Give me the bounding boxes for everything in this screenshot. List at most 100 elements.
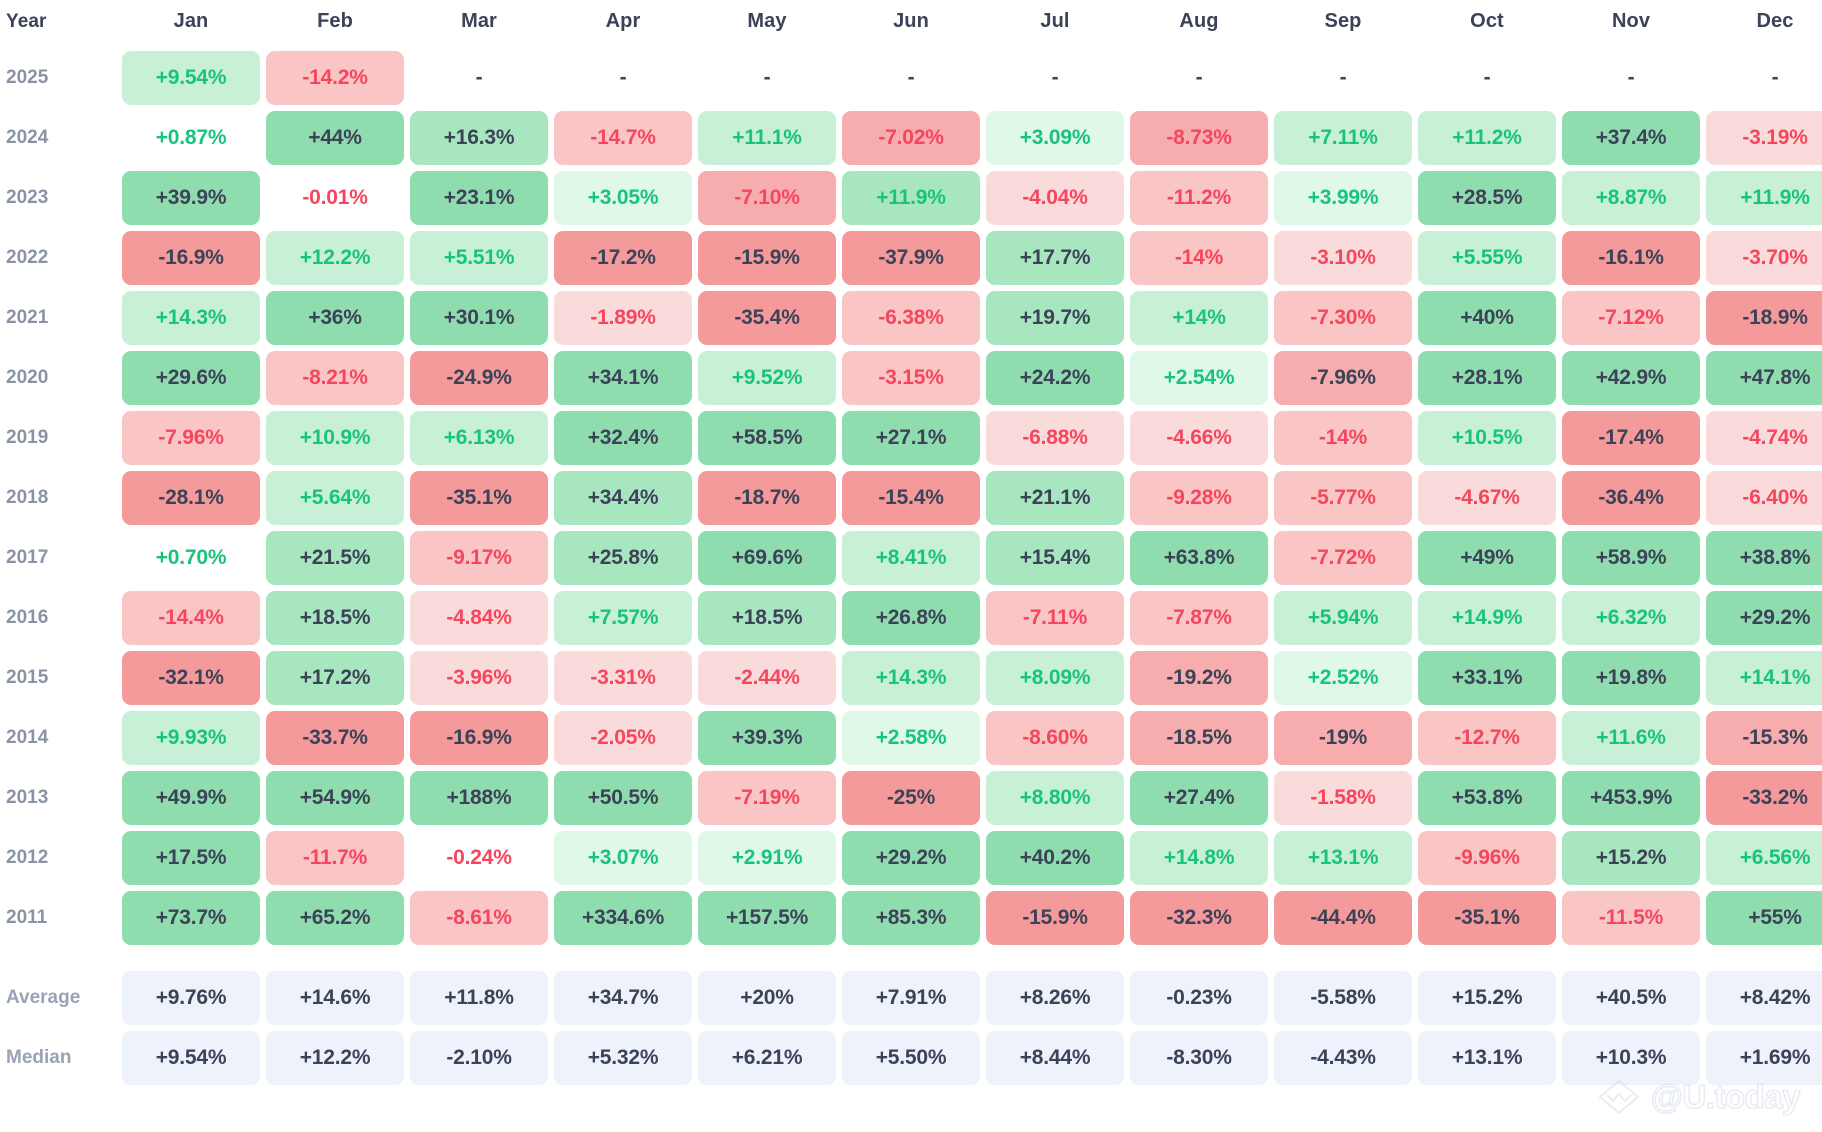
heatmap-cell-may-2011[interactable]: +157.5% [698,891,836,945]
heatmap-cell-sep-2015[interactable]: +2.52% [1274,651,1412,705]
heatmap-cell-mar-2015[interactable]: -3.96% [410,651,548,705]
summary-cell-average-may[interactable]: +20% [698,971,836,1025]
heatmap-cell-may-2015[interactable]: -2.44% [698,651,836,705]
heatmap-cell-apr-2012[interactable]: +3.07% [554,831,692,885]
heatmap-cell-feb-2015[interactable]: +17.2% [266,651,404,705]
heatmap-cell-sep-2011[interactable]: -44.4% [1274,891,1412,945]
heatmap-cell-sep-2014[interactable]: -19% [1274,711,1412,765]
heatmap-cell-oct-2012[interactable]: -9.96% [1418,831,1556,885]
heatmap-cell-sep-2019[interactable]: -14% [1274,411,1412,465]
heatmap-cell-aug-2014[interactable]: -18.5% [1130,711,1268,765]
heatmap-cell-mar-2016[interactable]: -4.84% [410,591,548,645]
heatmap-cell-apr-2014[interactable]: -2.05% [554,711,692,765]
heatmap-cell-jul-2016[interactable]: -7.11% [986,591,1124,645]
heatmap-cell-jul-2019[interactable]: -6.88% [986,411,1124,465]
heatmap-cell-jun-2014[interactable]: +2.58% [842,711,980,765]
heatmap-cell-mar-2022[interactable]: +5.51% [410,231,548,285]
heatmap-cell-jan-2024[interactable]: +0.87% [155,126,227,149]
heatmap-cell-jun-2013[interactable]: -25% [842,771,980,825]
heatmap-cell-oct-2014[interactable]: -12.7% [1418,711,1556,765]
heatmap-cell-apr-2019[interactable]: +32.4% [554,411,692,465]
heatmap-cell-jun-2025[interactable]: - [907,66,915,89]
heatmap-cell-may-2024[interactable]: +11.1% [698,111,836,165]
heatmap-cell-jun-2015[interactable]: +14.3% [842,651,980,705]
heatmap-cell-aug-2013[interactable]: +27.4% [1130,771,1268,825]
heatmap-cell-nov-2018[interactable]: -36.4% [1562,471,1700,525]
heatmap-cell-mar-2025[interactable]: - [475,66,483,89]
heatmap-cell-aug-2025[interactable]: - [1195,66,1203,89]
heatmap-cell-nov-2017[interactable]: +58.9% [1562,531,1700,585]
heatmap-cell-oct-2020[interactable]: +28.1% [1418,351,1556,405]
heatmap-cell-dec-2015[interactable]: +14.1% [1706,651,1822,705]
heatmap-cell-aug-2011[interactable]: -32.3% [1130,891,1268,945]
heatmap-cell-may-2018[interactable]: -18.7% [698,471,836,525]
heatmap-cell-sep-2016[interactable]: +5.94% [1274,591,1412,645]
heatmap-cell-jul-2017[interactable]: +15.4% [986,531,1124,585]
heatmap-cell-may-2016[interactable]: +18.5% [698,591,836,645]
heatmap-cell-apr-2024[interactable]: -14.7% [554,111,692,165]
heatmap-cell-sep-2018[interactable]: -5.77% [1274,471,1412,525]
heatmap-cell-feb-2013[interactable]: +54.9% [266,771,404,825]
summary-cell-average-jul[interactable]: +8.26% [986,971,1124,1025]
heatmap-cell-aug-2024[interactable]: -8.73% [1130,111,1268,165]
heatmap-cell-jun-2011[interactable]: +85.3% [842,891,980,945]
heatmap-cell-jul-2018[interactable]: +21.1% [986,471,1124,525]
summary-cell-median-apr[interactable]: +5.32% [554,1031,692,1085]
heatmap-cell-jul-2021[interactable]: +19.7% [986,291,1124,345]
heatmap-cell-apr-2018[interactable]: +34.4% [554,471,692,525]
heatmap-cell-aug-2019[interactable]: -4.66% [1130,411,1268,465]
heatmap-cell-feb-2022[interactable]: +12.2% [266,231,404,285]
heatmap-cell-mar-2024[interactable]: +16.3% [410,111,548,165]
heatmap-cell-dec-2019[interactable]: -4.74% [1706,411,1822,465]
heatmap-cell-jun-2017[interactable]: +8.41% [842,531,980,585]
heatmap-cell-may-2021[interactable]: -35.4% [698,291,836,345]
heatmap-cell-dec-2013[interactable]: -33.2% [1706,771,1822,825]
heatmap-cell-jul-2025[interactable]: - [1051,66,1059,89]
heatmap-cell-oct-2011[interactable]: -35.1% [1418,891,1556,945]
summary-cell-average-apr[interactable]: +34.7% [554,971,692,1025]
heatmap-cell-aug-2021[interactable]: +14% [1130,291,1268,345]
heatmap-cell-jun-2021[interactable]: -6.38% [842,291,980,345]
heatmap-cell-dec-2017[interactable]: +38.8% [1706,531,1822,585]
summary-cell-median-mar[interactable]: -2.10% [410,1031,548,1085]
heatmap-cell-dec-2016[interactable]: +29.2% [1706,591,1822,645]
heatmap-cell-jan-2011[interactable]: +73.7% [122,891,260,945]
heatmap-cell-mar-2023[interactable]: +23.1% [410,171,548,225]
heatmap-cell-apr-2015[interactable]: -3.31% [554,651,692,705]
heatmap-cell-jan-2013[interactable]: +49.9% [122,771,260,825]
heatmap-cell-jan-2012[interactable]: +17.5% [122,831,260,885]
heatmap-cell-jan-2021[interactable]: +14.3% [122,291,260,345]
heatmap-cell-feb-2017[interactable]: +21.5% [266,531,404,585]
heatmap-cell-jan-2019[interactable]: -7.96% [122,411,260,465]
heatmap-cell-may-2019[interactable]: +58.5% [698,411,836,465]
heatmap-cell-feb-2019[interactable]: +10.9% [266,411,404,465]
summary-cell-average-jun[interactable]: +7.91% [842,971,980,1025]
heatmap-cell-jun-2019[interactable]: +27.1% [842,411,980,465]
heatmap-cell-sep-2020[interactable]: -7.96% [1274,351,1412,405]
heatmap-cell-nov-2015[interactable]: +19.8% [1562,651,1700,705]
heatmap-cell-may-2023[interactable]: -7.10% [698,171,836,225]
heatmap-cell-apr-2025[interactable]: - [619,66,627,89]
heatmap-cell-feb-2011[interactable]: +65.2% [266,891,404,945]
heatmap-cell-jul-2024[interactable]: +3.09% [986,111,1124,165]
heatmap-cell-oct-2019[interactable]: +10.5% [1418,411,1556,465]
summary-cell-median-may[interactable]: +6.21% [698,1031,836,1085]
heatmap-cell-aug-2023[interactable]: -11.2% [1130,171,1268,225]
heatmap-cell-dec-2018[interactable]: -6.40% [1706,471,1822,525]
heatmap-cell-dec-2025[interactable]: - [1771,66,1779,89]
heatmap-cell-jun-2024[interactable]: -7.02% [842,111,980,165]
heatmap-cell-may-2014[interactable]: +39.3% [698,711,836,765]
heatmap-cell-jan-2023[interactable]: +39.9% [122,171,260,225]
heatmap-cell-dec-2011[interactable]: +55% [1706,891,1822,945]
heatmap-cell-oct-2022[interactable]: +5.55% [1418,231,1556,285]
heatmap-cell-oct-2016[interactable]: +14.9% [1418,591,1556,645]
summary-cell-average-jan[interactable]: +9.76% [122,971,260,1025]
heatmap-cell-jan-2020[interactable]: +29.6% [122,351,260,405]
heatmap-cell-nov-2019[interactable]: -17.4% [1562,411,1700,465]
heatmap-cell-apr-2022[interactable]: -17.2% [554,231,692,285]
heatmap-cell-jan-2016[interactable]: -14.4% [122,591,260,645]
heatmap-cell-aug-2017[interactable]: +63.8% [1130,531,1268,585]
heatmap-cell-sep-2017[interactable]: -7.72% [1274,531,1412,585]
heatmap-cell-nov-2020[interactable]: +42.9% [1562,351,1700,405]
heatmap-cell-apr-2017[interactable]: +25.8% [554,531,692,585]
